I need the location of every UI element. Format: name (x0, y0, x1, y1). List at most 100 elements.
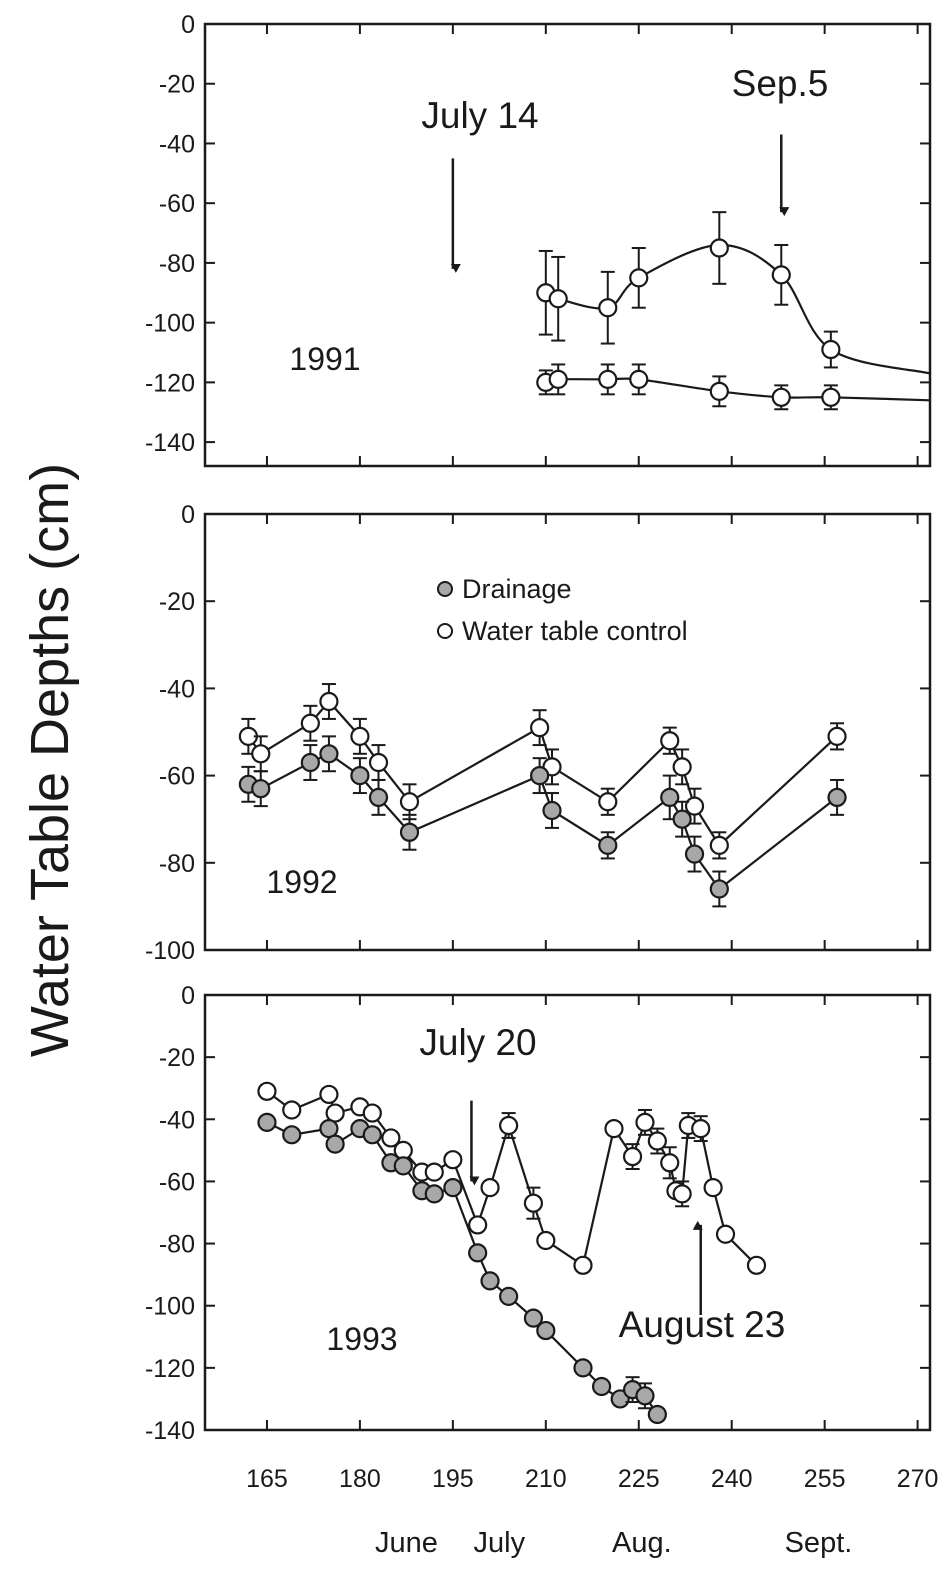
data-point (424, 1162, 444, 1182)
legend-entry: Water table control (462, 616, 688, 646)
data-point (530, 718, 550, 738)
data-point (362, 1125, 382, 1145)
data-point (672, 757, 692, 777)
year-label: 1992 (266, 864, 337, 900)
data-point (542, 800, 562, 821)
data-point (771, 265, 791, 285)
month-label: June (375, 1527, 438, 1559)
plot-frame (203, 512, 932, 952)
data-point (598, 792, 618, 812)
data-point (715, 1224, 736, 1244)
y-tick-label: -120 (145, 369, 195, 397)
data-point (821, 387, 841, 407)
y-tick-label: 0 (181, 982, 195, 1010)
x-tick-label: 240 (711, 1465, 753, 1493)
x-tick-label: 270 (897, 1465, 939, 1493)
data-point (746, 1255, 767, 1275)
panel-1991: 0 -20 -40 -60 -80 -100 -120 -140 1991 July 14 Sep.… (145, 11, 932, 468)
data-point (709, 879, 729, 899)
data-point (591, 1376, 612, 1397)
panel-1993: 0 -20 -40 -60 -80 -100 -120 -140 1993 July 20 Augu… (145, 982, 932, 1445)
series-water-table-control (257, 1081, 767, 1275)
y-tick-label: -80 (159, 1231, 195, 1259)
data-point (257, 1081, 277, 1101)
data-point (350, 726, 370, 746)
y-tick-label: -20 (159, 71, 195, 99)
y-tick-label: 0 (181, 501, 195, 529)
data-point (251, 744, 271, 764)
data-point (635, 1386, 655, 1406)
legend-entry: Drainage (462, 574, 572, 604)
y-tick-label: -60 (159, 1168, 195, 1196)
annotation-label: August 23 (619, 1304, 786, 1345)
y-tick-label: -100 (145, 937, 195, 965)
data-point (499, 1286, 519, 1306)
data-point (622, 1146, 643, 1167)
data-point (629, 369, 649, 389)
x-tick-label: 210 (525, 1465, 567, 1493)
year-label: 1991 (289, 341, 360, 377)
data-point (468, 1243, 488, 1263)
series-drainage (257, 1112, 667, 1425)
data-point (573, 1358, 593, 1378)
legend-marker (437, 623, 453, 639)
data-point (282, 1100, 302, 1120)
series-drainage (238, 735, 847, 908)
data-point (325, 1134, 345, 1154)
data-point (660, 731, 680, 751)
data-point (368, 787, 389, 808)
panel-1992: 0 -20 -40 -60 -80 -100 1992 Drainage Water table… (145, 501, 932, 965)
panels: 0 -20 -40 -60 -80 -100 -120 -140 1991 July 14 Sep.… (145, 11, 932, 1445)
data-point (362, 1103, 382, 1123)
data-point (443, 1178, 463, 1198)
data-point (282, 1125, 302, 1145)
data-point (709, 238, 729, 258)
data-point (660, 787, 680, 808)
data-point (684, 796, 705, 816)
y-tick-label: -140 (145, 1417, 195, 1445)
annotation-label: July 14 (421, 95, 538, 136)
y-tick-label: -80 (159, 250, 195, 278)
data-point (536, 1320, 556, 1341)
annotation-label: Sep.5 (732, 63, 829, 104)
data-point (319, 691, 339, 712)
data-point (691, 1119, 711, 1139)
y-tick-label: -80 (159, 850, 195, 878)
y-axis-label: Water Table Depths (cm) (20, 463, 80, 1057)
data-point (424, 1184, 444, 1204)
series-water-table-control (536, 363, 931, 411)
legend: Drainage Water table control (437, 574, 688, 646)
data-point (480, 1271, 500, 1291)
data-point (548, 369, 568, 389)
data-point (499, 1115, 519, 1136)
y-tick-label: -100 (145, 1293, 195, 1321)
data-point (530, 765, 550, 786)
data-point (598, 835, 618, 855)
month-label: Aug. (612, 1527, 672, 1559)
plot-frame (203, 993, 932, 1432)
y-tick-label: -40 (159, 1106, 195, 1134)
data-point (672, 809, 692, 829)
x-axis: 165 180 195 210 225 240 255 270 June July Aug. Sept… (246, 1465, 938, 1559)
x-tick-label: 180 (339, 1465, 381, 1493)
data-point (523, 1308, 544, 1328)
data-point (660, 1153, 680, 1173)
data-point (703, 1178, 723, 1198)
x-tick-label: 225 (618, 1465, 660, 1493)
data-point (523, 1193, 544, 1213)
y-tick-label: -120 (145, 1355, 195, 1383)
data-point (598, 298, 618, 318)
y-tick-label: -140 (145, 429, 195, 457)
data-point (257, 1112, 277, 1132)
data-point (443, 1150, 463, 1170)
data-point (480, 1178, 500, 1198)
month-label: Sept. (785, 1527, 853, 1559)
data-point (300, 752, 320, 773)
data-point (399, 822, 420, 842)
data-point (821, 339, 841, 360)
data-point (381, 1128, 401, 1148)
data-point (350, 765, 370, 786)
plot-frame (203, 22, 932, 468)
legend-marker (437, 581, 453, 597)
